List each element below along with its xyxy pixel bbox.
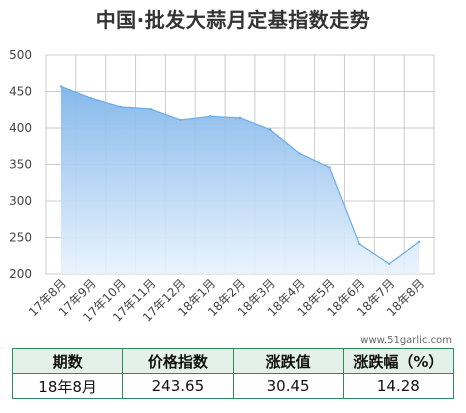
data-point <box>388 262 391 265</box>
cell-period: 18年8月 <box>11 373 124 399</box>
header-change-value: 涨跌值 <box>232 348 344 374</box>
data-point <box>238 116 242 119</box>
data-point <box>59 85 63 88</box>
area-chart: 200 250 300 350 400 450 500 17年8月17年9月17年10月17… <box>9 48 452 346</box>
data-point <box>208 115 212 118</box>
header-change-percent: 涨跌幅（%） <box>342 348 455 374</box>
data-point <box>179 118 182 122</box>
y-tick-label: 300 <box>9 194 32 208</box>
y-tick-label: 500 <box>9 48 32 62</box>
y-axis-ticks: 200 250 300 350 400 450 500 <box>9 48 32 281</box>
watermark: www.51garlic.com <box>360 335 452 346</box>
table-header-row: 期数 价格指数 涨跌值 涨跌幅（%） <box>11 348 455 374</box>
y-tick-label: 400 <box>9 121 32 135</box>
data-point <box>149 107 152 111</box>
y-tick-label: 250 <box>9 231 32 245</box>
data-point <box>89 96 92 100</box>
y-tick-label: 450 <box>9 85 32 99</box>
chart-title: 中国·批发大蒜月定基指数走势 <box>95 8 371 32</box>
cell-price-index: 243.65 <box>122 373 234 399</box>
data-point <box>417 240 421 244</box>
cell-change-value: 30.45 <box>232 373 344 399</box>
x-axis-ticks: 17年8月17年9月17年10月17年11月17年12月18年1月18年2月18… <box>26 276 427 324</box>
y-tick-label: 350 <box>9 158 32 172</box>
table-row: 18年8月 243.65 30.45 14.28 <box>11 373 455 399</box>
header-period: 期数 <box>11 348 124 374</box>
y-tick-label: 200 <box>9 267 32 281</box>
index-table: 期数 价格指数 涨跌值 涨跌幅（%） 18年8月 243.65 30.45 14… <box>11 348 455 399</box>
area-fill <box>60 86 420 275</box>
data-point <box>358 242 361 246</box>
data-point <box>328 166 331 169</box>
cell-change-percent: 14.28 <box>342 373 455 399</box>
data-point <box>119 105 122 109</box>
data-point <box>298 152 301 155</box>
data-point <box>268 128 272 131</box>
header-price-index: 价格指数 <box>122 348 234 374</box>
